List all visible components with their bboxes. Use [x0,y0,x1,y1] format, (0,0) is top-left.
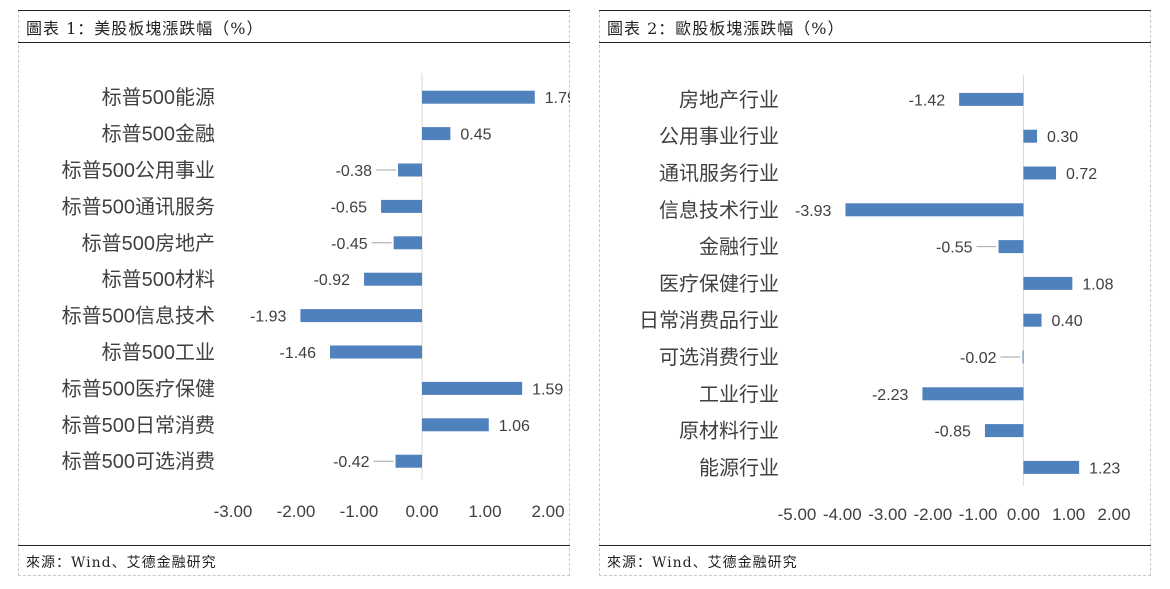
chart-panel-eu: 圖表 2：歐股板塊漲跌幅（%） 房地产行业 -1.42 公用事业行业 0.30 通讯服务… [599,10,1151,576]
category-label: 标普500可选消费 [62,450,215,473]
bar [845,203,1024,217]
title-rule [599,42,1151,43]
category-label: 医疗保健行业 [659,272,779,295]
category-label: 标普500日常消费 [62,414,215,437]
x-tick-label: 2.00 [1097,505,1130,524]
data-label: -0.45 [331,236,368,253]
bar [393,236,422,250]
category-label: 标普500公用事业 [62,159,215,182]
data-label: -1.93 [250,309,287,326]
data-label: 1.23 [1089,460,1120,477]
x-tick-label: -3.00 [214,502,253,521]
x-tick-label: 2.00 [531,502,564,521]
x-tick-label: 1.00 [1052,505,1085,524]
bar-chart-eu-sectors: 房地产行业 -1.42 公用事业行业 0.30 通讯服务行业 0.72 信息技术行业 -3.9… [639,75,1131,524]
data-label: -0.42 [333,454,370,471]
bar [1022,350,1024,364]
bar [959,92,1024,106]
data-label: -0.38 [336,163,373,180]
x-tick-label: -1.00 [959,505,998,524]
x-tick-label: -3.00 [868,505,907,524]
data-label: 0.30 [1047,129,1078,146]
data-label: 1.08 [1082,276,1113,293]
x-tick-label: -2.00 [277,502,316,521]
data-label: -0.85 [934,424,971,441]
category-label: 标普500能源 [102,86,215,109]
source-note: 來源：Wind、艾德金融研究 [26,555,217,571]
x-tick-label: -4.00 [823,505,862,524]
x-tick-label: 0.00 [1007,505,1040,524]
category-label: 标普500通讯服务 [62,195,215,218]
x-tick-label: -1.00 [340,502,379,521]
bar [1023,166,1057,180]
x-tick-label: -5.00 [778,505,817,524]
bar [984,424,1024,438]
bar [922,387,1024,401]
source-rule [18,545,570,546]
category-label: 标普500信息技术 [62,305,215,328]
x-tick-label: -2.00 [913,505,952,524]
category-label: 能源行业 [699,456,779,479]
category-label: 房地产行业 [679,88,779,111]
bar [364,272,422,286]
category-label: 工业行业 [699,383,779,406]
bar [422,381,523,395]
category-label: 公用事业行业 [659,125,779,148]
chart-title: 圖表 1：美股板塊漲跌幅（%） [26,19,264,38]
bar [398,163,422,177]
data-label: -2.23 [872,387,909,404]
data-label: -0.92 [314,272,351,289]
bar [395,454,422,468]
data-label: -0.55 [936,240,973,257]
bar [422,127,451,141]
x-tick-label: 1.00 [468,502,501,521]
data-label: -1.42 [909,92,946,109]
category-label: 标普500工业 [102,341,215,364]
data-label: 0.45 [460,127,491,144]
bar [330,345,422,359]
bar [1023,460,1080,474]
bar [1023,313,1042,327]
chart-panel-us: 圖表 1：美股板塊漲跌幅（%） 标普500能源1.79标普500金融0.45标普… [18,10,570,576]
bar [381,199,422,213]
data-label: 0.40 [1052,313,1083,330]
title-rule [18,42,570,43]
data-label: 1.79 [545,90,570,107]
source-note: 來源：Wind、艾德金融研究 [607,555,798,571]
x-tick-label: 0.00 [405,502,438,521]
category-label: 原材料行业 [679,420,779,443]
bar [422,90,535,104]
data-label: 1.59 [532,381,563,398]
category-label: 日常消费品行业 [639,309,779,332]
category-label: 信息技术行业 [659,199,779,222]
category-label: 可选消费行业 [659,346,779,369]
category-label: 标普500金融 [102,123,215,146]
bar [1023,276,1073,290]
bar [1023,129,1038,143]
bar-chart-us-sectors: 标普500能源 1.79 标普500金融 0.45 标普500公用事业 -0.38 标普50… [62,73,570,521]
chart-title: 圖表 2：歐股板塊漲跌幅（%） [607,19,845,38]
data-label: 1.06 [499,418,530,435]
bar [422,418,489,432]
source-rule [599,545,1151,546]
category-label: 标普500房地产 [82,232,215,255]
category-label: 标普500医疗保健 [62,377,215,400]
category-label: 标普500材料 [102,268,215,291]
top-rule [18,10,570,11]
bar [300,309,422,323]
data-label: -3.93 [795,203,832,220]
bar [998,240,1024,254]
data-label: 0.72 [1066,166,1097,183]
data-label: -1.46 [280,345,317,362]
category-label: 通讯服务行业 [659,162,779,185]
data-label: -0.65 [331,199,368,216]
data-label: -0.02 [960,350,997,367]
category-label: 金融行业 [699,236,779,259]
top-rule [599,10,1151,11]
